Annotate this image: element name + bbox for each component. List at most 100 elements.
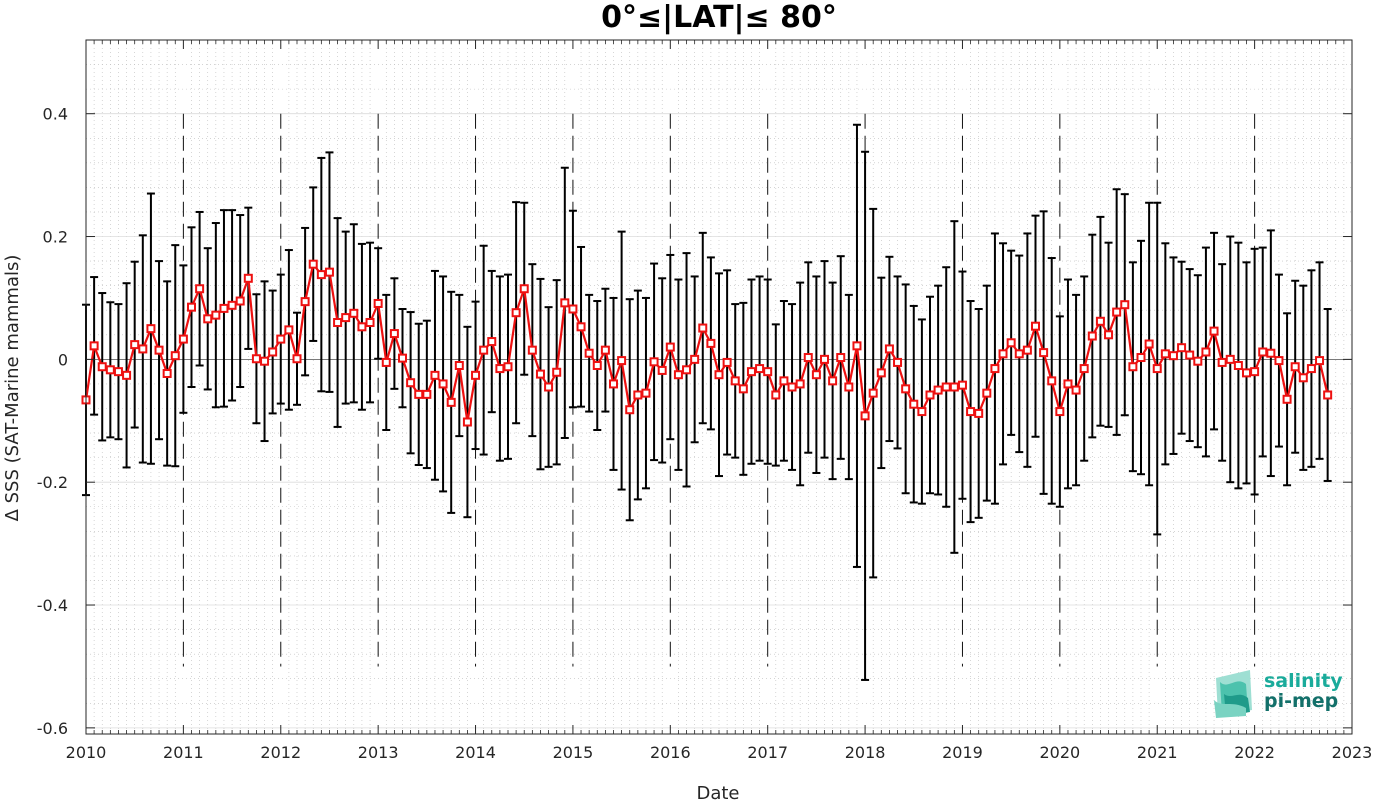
data-point-marker xyxy=(609,379,618,389)
data-point-marker xyxy=(649,357,659,367)
data-point-marker xyxy=(779,376,789,386)
data-point-marker xyxy=(1160,349,1170,359)
data-point-marker xyxy=(381,357,391,367)
data-point-marker xyxy=(235,296,245,306)
data-point-marker xyxy=(1274,356,1284,366)
data-point-marker xyxy=(1087,331,1097,341)
data-point-marker xyxy=(462,417,472,427)
data-point-marker xyxy=(657,365,667,375)
data-point-marker xyxy=(868,388,878,398)
data-point-marker xyxy=(1217,357,1227,367)
data-point-marker xyxy=(941,382,951,392)
data-point-marker xyxy=(698,323,708,333)
x-tick-label: 2014 xyxy=(455,743,496,762)
data-point-marker xyxy=(949,382,959,392)
data-point-marker xyxy=(1266,348,1276,358)
data-point-marker xyxy=(1071,385,1081,395)
data-point-marker xyxy=(324,267,334,277)
data-point-marker xyxy=(1079,364,1089,374)
data-point-marker xyxy=(860,411,870,421)
data-point-marker xyxy=(406,378,416,388)
logo-line-1: salinity xyxy=(1264,670,1343,692)
data-point-marker xyxy=(1315,356,1325,366)
data-point-marker xyxy=(1112,307,1122,317)
data-point-marker xyxy=(552,367,562,377)
data-point-marker xyxy=(1144,339,1154,349)
data-point-marker xyxy=(349,308,359,318)
data-point-marker xyxy=(982,388,992,398)
data-point-marker xyxy=(600,345,610,355)
chart-title: 0°≤|LAT|≤ 80° xyxy=(601,0,837,35)
data-point-marker xyxy=(884,344,894,354)
data-point-marker xyxy=(714,370,724,380)
data-point-marker xyxy=(138,344,148,354)
data-point-marker xyxy=(178,334,188,344)
data-point-marker xyxy=(89,341,99,351)
data-point-marker xyxy=(1242,368,1251,378)
x-tick-label: 2013 xyxy=(358,743,399,762)
data-point-marker xyxy=(1233,361,1243,371)
data-point-marker xyxy=(998,349,1008,359)
data-point-marker xyxy=(430,370,440,380)
data-point-marker xyxy=(990,364,1000,374)
data-point-marker xyxy=(917,407,927,417)
data-point-marker xyxy=(357,322,367,332)
data-point-marker xyxy=(1031,321,1040,331)
data-point-marker xyxy=(682,365,692,375)
data-point-marker xyxy=(389,329,399,339)
data-point-marker xyxy=(690,354,700,364)
logo-line-2: pi-mep xyxy=(1264,690,1338,712)
data-point-marker xyxy=(260,356,270,366)
data-point-marker xyxy=(625,405,635,415)
data-point-marker xyxy=(446,397,456,407)
data-point-marker xyxy=(876,368,886,378)
data-point-marker xyxy=(341,313,351,323)
data-point-marker xyxy=(97,362,107,372)
data-point-marker xyxy=(1201,347,1211,357)
data-point-marker xyxy=(162,368,172,378)
data-point-marker xyxy=(113,367,123,377)
data-point-marker xyxy=(1006,338,1016,348)
data-point-marker xyxy=(1258,347,1268,357)
data-point-marker xyxy=(519,284,529,294)
data-point-marker xyxy=(187,302,196,312)
data-point-marker xyxy=(495,364,505,374)
data-point-marker xyxy=(1152,364,1162,374)
data-point-marker xyxy=(527,345,537,355)
x-tick-label: 2011 xyxy=(163,743,204,762)
data-point-marker xyxy=(268,347,278,357)
data-point-marker xyxy=(544,382,554,392)
data-point-marker xyxy=(901,384,911,394)
x-axis-title: Date xyxy=(696,783,739,801)
data-point-marker xyxy=(1136,353,1146,363)
data-point-marker xyxy=(1022,345,1032,355)
data-point-marker xyxy=(1168,351,1178,361)
data-point-marker xyxy=(227,300,237,310)
data-point-marker xyxy=(1055,407,1065,417)
data-point-marker xyxy=(706,338,716,348)
series-markers xyxy=(81,259,1333,427)
x-tick-label: 2019 xyxy=(942,743,983,762)
x-tick-label: 2015 xyxy=(553,743,594,762)
data-point-marker xyxy=(1014,349,1024,359)
data-point-marker xyxy=(1177,343,1187,353)
y-tick-label: -0.2 xyxy=(37,473,68,492)
data-point-marker xyxy=(1323,390,1333,400)
x-tick-label: 2021 xyxy=(1137,743,1178,762)
data-point-marker xyxy=(1039,348,1049,358)
data-point-marker xyxy=(479,345,489,355)
data-point-marker xyxy=(1298,373,1308,383)
data-point-marker xyxy=(1104,330,1114,340)
data-point-marker xyxy=(1193,356,1203,366)
data-point-marker xyxy=(738,384,748,394)
x-tick-label: 2017 xyxy=(747,743,788,762)
data-point-marker xyxy=(1063,379,1073,389)
logo-wave-icon xyxy=(1214,670,1252,718)
data-point-marker xyxy=(170,351,180,361)
data-point-marker xyxy=(746,367,756,377)
data-point-marker xyxy=(722,357,732,367)
axis-ticks xyxy=(85,40,1353,734)
data-point-marker xyxy=(803,353,813,363)
y-axis-title: Δ SSS (SAT-Marine mammals) xyxy=(2,255,23,522)
data-point-marker xyxy=(154,345,164,355)
